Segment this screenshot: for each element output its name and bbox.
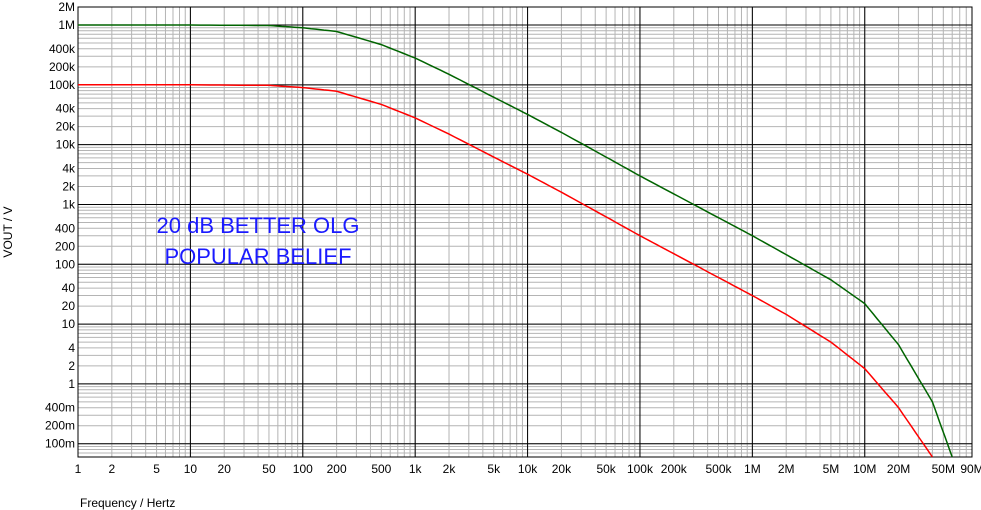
y-tick-label: 400k [49, 42, 76, 56]
annotation-line-1: 20 dB BETTER OLG [157, 213, 360, 238]
y-tick-label: 20 [62, 299, 76, 313]
x-tick-label: 100k [627, 462, 654, 476]
major-grid [77, 7, 972, 457]
y-tick-label: 1k [62, 197, 76, 211]
y-tick-label: 1M [58, 18, 75, 32]
x-tick-labels: 1 2 5 10 20 50 100 200 500 1k 2k 5k 10k 20k 50k 100k 200… [75, 462, 981, 476]
x-tick-label: 10k [518, 462, 538, 476]
x-tick-label: 90M [960, 462, 981, 476]
y-tick-label: 100 [55, 257, 75, 271]
x-tick-label: 500 [371, 462, 391, 476]
series-line-1 [78, 84, 934, 458]
x-tick-label: 100 [293, 462, 313, 476]
y-tick-label: 2M [58, 0, 75, 14]
y-tick-labels: 2M 1M 400k 200k 100k 40k 20k 10k 4k 2k 1k 400 200 100… [45, 0, 76, 451]
x-tick-label: 20M [887, 462, 910, 476]
x-tick-label: 50k [596, 462, 616, 476]
x-axis-title: Frequency / Hertz [80, 496, 175, 510]
y-tick-label: 20k [56, 120, 76, 134]
y-tick-label: 4 [68, 341, 75, 355]
y-tick-label: 4k [62, 161, 76, 175]
y-tick-label: 100k [49, 78, 76, 92]
x-tick-label: 5k [487, 462, 501, 476]
x-tick-label: 200 [327, 462, 347, 476]
plot-frame [77, 6, 973, 458]
x-tick-label: 10 [184, 462, 198, 476]
y-tick-label: 200k [49, 60, 76, 74]
x-tick-label: 50M [932, 462, 955, 476]
y-tick-label: 10k [56, 138, 76, 152]
annotation-line-2: POPULAR BELIEF [164, 244, 351, 269]
x-tick-label: 5 [153, 462, 160, 476]
y-tick-label: 40k [56, 102, 76, 116]
x-tick-label: 500k [706, 462, 733, 476]
x-tick-label: 2M [778, 462, 795, 476]
y-tick-label: 200 [55, 239, 75, 253]
x-tick-label: 10M [853, 462, 876, 476]
y-tick-label: 400 [55, 221, 75, 235]
x-tick-label: 50 [262, 462, 276, 476]
y-tick-label: 2 [68, 359, 75, 373]
x-tick-label: 2k [443, 462, 457, 476]
series-layer [78, 24, 953, 458]
y-tick-label: 10 [62, 317, 76, 331]
y-tick-label: 200m [45, 419, 75, 433]
x-tick-label: 200k [661, 462, 688, 476]
y-tick-label: 1 [68, 377, 75, 391]
y-tick-label: 100m [45, 437, 75, 451]
x-tick-label: 20 [218, 462, 232, 476]
x-tick-label: 20k [552, 462, 572, 476]
y-tick-label: 2k [62, 179, 76, 193]
x-tick-label: 5M [823, 462, 840, 476]
y-tick-label: 40 [62, 281, 76, 295]
x-tick-label: 1M [744, 462, 761, 476]
y-tick-label: 400m [45, 401, 75, 415]
x-tick-label: 1k [409, 462, 423, 476]
series-line-0 [78, 24, 953, 458]
x-tick-label: 1 [75, 462, 82, 476]
y-axis-title: VOUT / V [1, 206, 15, 257]
x-tick-label: 2 [108, 462, 115, 476]
